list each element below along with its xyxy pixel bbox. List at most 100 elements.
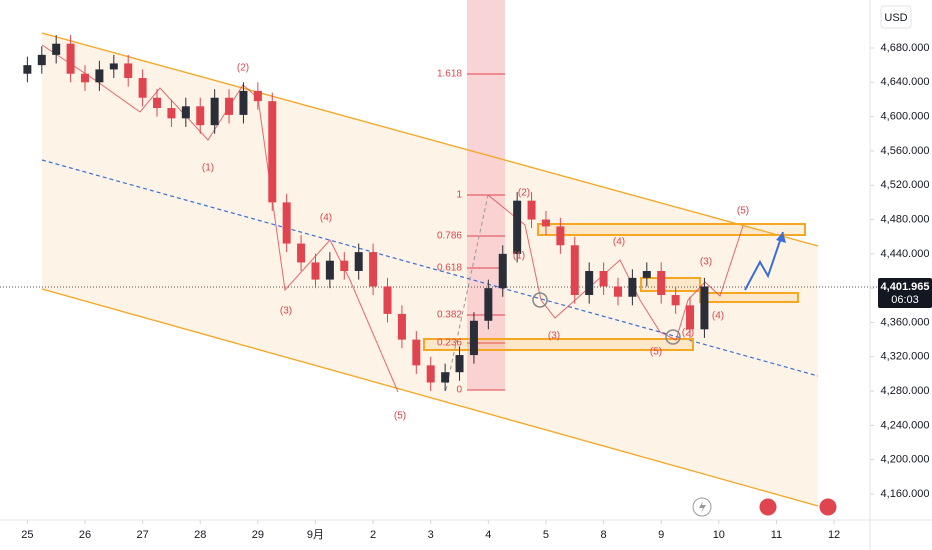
last-price: 4,401.965: [881, 281, 930, 293]
candle-body: [628, 277, 637, 297]
candle-body: [599, 271, 608, 287]
countdown: 06:03: [891, 294, 919, 306]
fib-label: 1.618: [437, 69, 462, 80]
candle-body: [66, 43, 75, 74]
fib-label: 1: [456, 190, 462, 201]
candle-body: [383, 286, 392, 314]
event-icon-bolt: [699, 501, 706, 513]
wave-label: (5): [394, 411, 406, 422]
candle-body: [109, 63, 118, 70]
candle-body: [282, 202, 291, 244]
x-tick-label: 26: [79, 529, 91, 541]
wave-label: (3): [700, 257, 712, 268]
candle-body: [239, 90, 248, 115]
candle-body: [613, 286, 622, 297]
wave-label: (4): [320, 213, 332, 224]
candle-body: [225, 97, 234, 115]
x-tick-label: 4: [485, 529, 491, 541]
candle-body: [181, 106, 190, 119]
x-tick-label: 5: [543, 529, 549, 541]
x-tick-label: 11: [771, 529, 782, 541]
candle-body: [37, 54, 46, 66]
candle-body: [700, 286, 709, 330]
candle-body: [541, 219, 550, 227]
candle-body: [297, 243, 306, 263]
wave-label: (4): [613, 237, 625, 248]
channel-mid: [41, 159, 819, 377]
wave-path: [487, 194, 744, 341]
candle-body: [268, 101, 277, 203]
wave-label: (3): [280, 306, 292, 317]
y-tick-label: 4,680.000: [881, 42, 930, 54]
candle-body: [642, 271, 651, 278]
y-tick-label: 4,600.000: [881, 111, 930, 123]
event-flag[interactable]: [818, 497, 838, 517]
y-tick-label: 4,440.000: [881, 248, 930, 260]
candle-body: [138, 78, 147, 98]
candle-body: [354, 252, 363, 271]
zones: [423, 223, 806, 351]
candle-body: [210, 97, 219, 126]
fib-label: 0.382: [437, 310, 462, 321]
candle-body: [484, 288, 493, 321]
currency-box[interactable]: [880, 5, 912, 29]
y-tick-label: 4,520.000: [881, 179, 930, 191]
candle-body: [441, 372, 450, 383]
y-tick-label: 4,160.000: [881, 488, 930, 500]
candle-body: [325, 260, 334, 280]
candle-body: [95, 69, 104, 83]
candle-body: [80, 73, 89, 83]
fib-label: 0.618: [437, 263, 462, 274]
x-tick-label: 29: [252, 529, 264, 541]
candle-body: [455, 355, 464, 373]
candle-body: [426, 365, 435, 383]
x-tick-label: 10: [713, 529, 725, 541]
candle-body: [671, 295, 680, 306]
candle-body: [498, 253, 507, 289]
x-tick-label: 8: [601, 529, 607, 541]
wave-label: (1): [202, 163, 214, 174]
x-tick-label: 2: [370, 529, 376, 541]
candle-body: [52, 43, 61, 55]
candle-body: [585, 271, 594, 296]
projection: [744, 231, 784, 291]
candle-body: [469, 320, 478, 356]
candle-body: [513, 200, 522, 254]
fib-label: 0: [456, 385, 462, 396]
y-tick-label: 4,560.000: [881, 145, 930, 157]
x-tick-label: 9月: [307, 529, 324, 541]
fib-label: 0.786: [437, 231, 462, 242]
candle-body: [196, 106, 205, 126]
candle-body: [657, 271, 666, 296]
x-tick-label: 25: [21, 529, 33, 541]
candle-body: [124, 63, 133, 79]
candle-body: [340, 260, 349, 271]
candle-body: [686, 305, 695, 330]
wave-label: (4): [712, 311, 724, 322]
y-tick-label: 4,200.000: [881, 454, 930, 466]
wave-label: (3): [548, 331, 560, 342]
channel-top: [41, 32, 819, 247]
candle-body: [397, 313, 406, 340]
x-tick-label: 12: [828, 529, 840, 541]
candle-body: [556, 226, 565, 246]
event-flag[interactable]: [758, 497, 778, 517]
candle-body: [23, 65, 32, 74]
y-tick-label: 4,280.000: [881, 385, 930, 397]
candle-body: [570, 245, 579, 296]
channel-bottom: [41, 288, 819, 507]
candle-body: [167, 108, 176, 119]
currency: USD: [884, 12, 907, 24]
wave-label: (5): [737, 206, 749, 217]
wave-label: (1): [513, 251, 525, 262]
wave-label: (2): [237, 63, 249, 74]
y-tick-label: 4,360.000: [881, 316, 930, 328]
marker: [532, 292, 548, 308]
wave-label: (2): [518, 188, 530, 199]
x-tick-label: 9: [658, 529, 664, 541]
channel-fill: [42, 33, 818, 506]
wave-label: (5): [650, 347, 662, 358]
candle-body: [153, 97, 162, 109]
fib-levels: [467, 73, 505, 391]
